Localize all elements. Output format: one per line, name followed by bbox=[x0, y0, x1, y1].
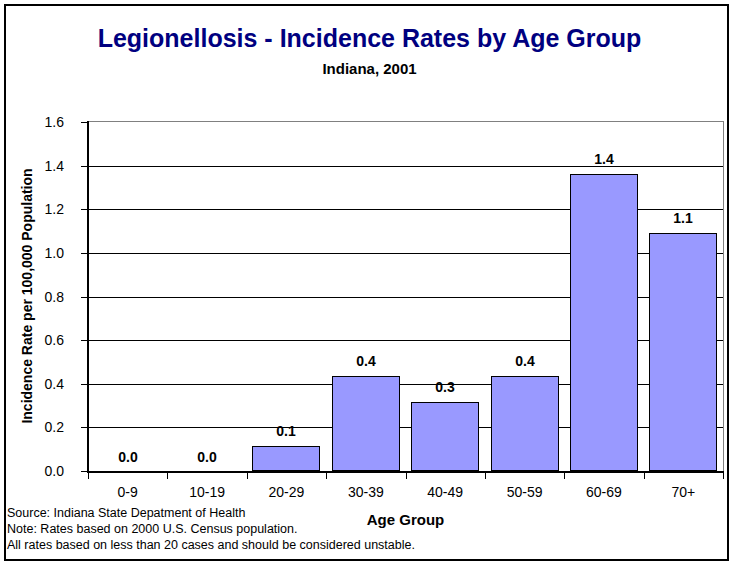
y-tick-label: 0.8 bbox=[22, 289, 64, 305]
bar-value-label: 1.4 bbox=[579, 152, 629, 167]
plot-border-top bbox=[88, 121, 724, 122]
bar-20-29 bbox=[252, 446, 320, 471]
bar-40-49 bbox=[411, 402, 479, 471]
x-tick-label-30-39: 30-39 bbox=[326, 484, 405, 500]
y-tick-label: 1.6 bbox=[22, 114, 64, 130]
bar-value-label: 1.1 bbox=[658, 211, 708, 226]
x-tick-label-20-29: 20-29 bbox=[247, 484, 326, 500]
bar-30-39 bbox=[332, 376, 400, 471]
footer-notes: Source: Indiana State Depatment of Healt… bbox=[7, 505, 507, 553]
bar-value-label: 0.1 bbox=[261, 424, 311, 439]
x-tick-mark bbox=[88, 473, 89, 479]
x-tick-mark bbox=[485, 473, 486, 479]
y-tick-label: 0.6 bbox=[22, 332, 64, 348]
footer-note-census: Note: Rates based on 2000 U.S. Census po… bbox=[7, 521, 507, 537]
plot-border-right bbox=[723, 121, 724, 471]
x-tick-mark bbox=[167, 473, 168, 479]
chart-root: Legionellosis - Incidence Rates by Age G… bbox=[0, 0, 739, 570]
y-tick-label: 1.0 bbox=[22, 245, 64, 261]
bar-60-69 bbox=[570, 174, 638, 471]
y-tick-label: 0.0 bbox=[22, 463, 64, 479]
x-tick-label-10-19: 10-19 bbox=[167, 484, 246, 500]
chart-subtitle: Indiana, 2001 bbox=[0, 60, 739, 77]
bar-value-label: 0.0 bbox=[103, 450, 153, 465]
x-tick-mark bbox=[406, 473, 407, 479]
bar-50-59 bbox=[491, 376, 559, 471]
x-axis-line bbox=[87, 471, 724, 473]
y-tick-label: 0.2 bbox=[22, 419, 64, 435]
x-tick-label-60-69: 60-69 bbox=[564, 484, 643, 500]
y-tick-label: 1.2 bbox=[22, 201, 64, 217]
bar-value-label: 0.0 bbox=[182, 450, 232, 465]
x-tick-label-50-59: 50-59 bbox=[485, 484, 564, 500]
x-tick-label-70+: 70+ bbox=[644, 484, 723, 500]
footer-note-source: Source: Indiana State Depatment of Healt… bbox=[7, 505, 507, 521]
x-tick-label-0-9: 0-9 bbox=[88, 484, 167, 500]
footer-note-unstable: All rates based on less than 20 cases an… bbox=[7, 537, 507, 553]
y-tick-label: 1.4 bbox=[22, 158, 64, 174]
x-tick-mark bbox=[564, 473, 565, 479]
bar-70+ bbox=[649, 233, 717, 471]
x-tick-mark bbox=[723, 473, 724, 479]
y-tick-label: 0.4 bbox=[22, 376, 64, 392]
y-axis-line bbox=[87, 121, 89, 472]
x-tick-mark bbox=[644, 473, 645, 479]
bar-value-label: 0.3 bbox=[420, 380, 470, 395]
x-tick-mark bbox=[326, 473, 327, 479]
x-tick-label-40-49: 40-49 bbox=[406, 484, 485, 500]
bar-value-label: 0.4 bbox=[341, 354, 391, 369]
chart-title: Legionellosis - Incidence Rates by Age G… bbox=[0, 24, 739, 53]
bar-value-label: 0.4 bbox=[500, 354, 550, 369]
x-tick-mark bbox=[247, 473, 248, 479]
